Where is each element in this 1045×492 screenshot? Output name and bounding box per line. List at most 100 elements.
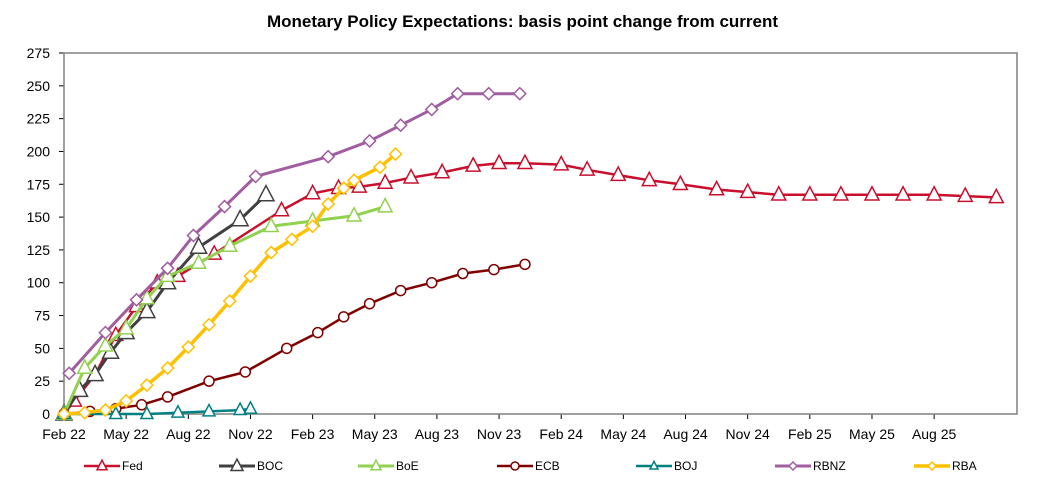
- data-point-boj: [243, 400, 258, 414]
- legend-label: RBA: [952, 459, 977, 473]
- data-point-rba: [119, 393, 134, 408]
- data-point-rba: [372, 160, 388, 175]
- data-point-fed: [863, 185, 881, 201]
- data-point-ecb: [161, 391, 174, 403]
- legend-item-boj: BOJ: [636, 459, 697, 473]
- data-point-rbnz: [98, 325, 113, 340]
- series-ecb: [58, 258, 531, 420]
- legend-item-rba: RBA: [914, 459, 977, 473]
- data-point-rba: [139, 378, 154, 393]
- legend-swatch-marker: [369, 458, 383, 471]
- legend-swatch-marker: [926, 460, 938, 472]
- data-point-rba: [181, 339, 196, 355]
- data-point-boj: [170, 404, 186, 418]
- data-point-fed: [894, 185, 912, 201]
- chart-title: Monetary Policy Expectations: basis poin…: [266, 12, 779, 31]
- data-point-boe: [190, 253, 207, 270]
- y-tick-label: 250: [27, 78, 51, 94]
- data-point-rba: [264, 245, 279, 260]
- data-point-ecb: [203, 375, 215, 387]
- legend-swatch-marker: [229, 457, 245, 472]
- plot-frame: [63, 52, 1018, 415]
- data-point-boe: [76, 358, 93, 375]
- data-point-rbnz: [160, 261, 175, 276]
- data-point-rbnz: [424, 102, 439, 117]
- data-point-fed: [672, 174, 689, 191]
- data-point-rbnz: [512, 86, 527, 101]
- data-point-boc: [189, 236, 208, 255]
- series-line-fed: [62, 162, 998, 416]
- y-tick-label: 150: [27, 209, 51, 225]
- legend-swatch-marker: [787, 460, 799, 472]
- data-point-fed: [490, 153, 508, 170]
- legend: Fed BOC BoE ECB BOJ RBNZ RBA: [84, 457, 977, 473]
- x-tick-label: Aug 23: [415, 426, 460, 442]
- data-point-ecb: [425, 276, 438, 289]
- data-point-rba: [284, 232, 299, 247]
- data-point-boc: [230, 208, 250, 227]
- x-tick-label: Feb 22: [42, 426, 86, 442]
- data-point-rbnz: [481, 86, 496, 101]
- legend-item-rbnz: RBNZ: [775, 459, 846, 473]
- data-point-fed: [464, 156, 482, 172]
- data-point-rbnz: [129, 292, 144, 307]
- data-point-rbnz: [362, 133, 377, 149]
- data-point-ecb: [457, 267, 469, 280]
- y-tick-label: 200: [27, 143, 51, 159]
- data-point-fed: [376, 173, 394, 189]
- series-rbnz: [62, 86, 527, 381]
- data-point-ecb: [135, 399, 148, 411]
- legend-label: RBNZ: [813, 459, 846, 473]
- x-tick-label: Nov 22: [228, 426, 273, 442]
- legend-label: BOJ: [674, 459, 697, 473]
- data-point-fed: [925, 185, 943, 201]
- data-point-boe: [117, 319, 135, 335]
- data-point-boe: [262, 216, 280, 233]
- data-point-ecb: [519, 258, 531, 271]
- data-point-rbnz: [248, 169, 263, 184]
- y-tick-label: 275: [27, 45, 51, 61]
- data-point-boc: [256, 183, 276, 202]
- data-point-ecb: [312, 326, 324, 339]
- data-point-ecb: [363, 297, 376, 310]
- y-tick-label: 0: [42, 406, 50, 422]
- data-point-rba: [243, 269, 258, 284]
- y-axis: 0 25 50 75 100 125 150 175 200 225 250 275: [27, 45, 64, 422]
- legend-item-boe: BoE: [358, 458, 419, 473]
- data-point-rba: [56, 406, 72, 422]
- y-tick-label: 50: [34, 340, 50, 356]
- data-point-fed: [516, 153, 534, 170]
- x-tick-label: Nov 24: [725, 426, 770, 442]
- y-tick-label: 225: [27, 111, 51, 127]
- x-tick-label: Feb 25: [788, 426, 832, 442]
- data-point-boe: [221, 236, 238, 252]
- legend-label: Fed: [122, 459, 143, 473]
- x-tick-label: Aug 25: [912, 426, 957, 442]
- y-tick-label: 100: [27, 275, 51, 291]
- data-point-fed: [988, 187, 1005, 204]
- data-point-boj: [108, 405, 124, 420]
- y-tick-label: 75: [34, 308, 50, 324]
- legend-swatch-marker: [510, 461, 520, 471]
- data-point-fed: [739, 182, 756, 199]
- data-point-rba: [77, 405, 92, 420]
- data-point-ecb: [280, 342, 293, 355]
- x-tick-label: May 24: [600, 426, 646, 442]
- legend-item-ecb: ECB: [497, 459, 560, 473]
- data-point-boe: [345, 206, 363, 222]
- x-axis: Feb 22 May 22 Aug 22 Nov 22 Feb 23 May 23 Aug …: [42, 414, 957, 442]
- data-point-boe: [376, 196, 394, 213]
- legend-swatch-marker: [648, 459, 660, 470]
- data-point-ecb: [394, 284, 407, 297]
- legend-label: BoE: [396, 459, 419, 473]
- data-point-fed: [956, 186, 974, 203]
- data-point-rbnz: [393, 118, 408, 133]
- x-tick-label: Feb 24: [539, 426, 583, 442]
- data-point-rba: [336, 181, 351, 196]
- series-line-boc: [62, 193, 268, 416]
- series-rba: [56, 147, 403, 422]
- legend-label: BOC: [257, 459, 283, 473]
- data-point-rba: [201, 317, 217, 332]
- data-point-rba: [160, 360, 175, 376]
